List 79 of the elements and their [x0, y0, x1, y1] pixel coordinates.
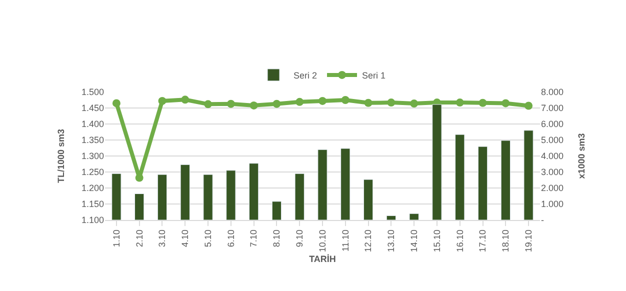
bar	[203, 174, 213, 220]
point	[524, 102, 533, 110]
bar	[386, 215, 396, 220]
x-tick-label: 19.10	[523, 230, 534, 252]
point	[181, 96, 190, 104]
x-tick-label: 7.10	[248, 230, 259, 248]
x-tick-label: 17.10	[478, 230, 488, 252]
x-tick-label: 5.10	[202, 230, 213, 248]
legend-label: Seri 1	[362, 70, 386, 80]
y-tick-label: 1.450	[81, 103, 104, 114]
y-axis-title: TL/1000 sm3	[56, 128, 66, 184]
point	[318, 96, 326, 105]
bar	[478, 146, 488, 220]
y-tick-label: 1.400	[81, 119, 104, 130]
x-tick-label: 6.10	[226, 230, 236, 248]
y2-tick-label: 4.000	[541, 151, 564, 162]
point	[112, 99, 120, 108]
x-tick-label: 9.10	[294, 230, 305, 248]
point	[387, 98, 396, 107]
y2-tick-label: 1.000	[541, 199, 564, 210]
point	[478, 98, 487, 107]
y-tick-label: 1.150	[81, 199, 104, 210]
point	[250, 101, 258, 110]
bar	[500, 140, 510, 220]
y2-tick-label: 3.000	[541, 167, 564, 178]
x-tick-label: 4.10	[180, 230, 190, 248]
point	[456, 98, 464, 107]
point	[296, 98, 304, 106]
x-tick-label: 12.10	[363, 230, 374, 252]
y2-tick-label: -	[541, 215, 544, 226]
bar	[363, 179, 374, 220]
bar	[455, 134, 465, 220]
y2-tick-label: 2.000	[541, 183, 564, 194]
y2-axis-title: x1000 sm3	[576, 133, 586, 179]
x-tick-label: 10.10	[317, 230, 328, 252]
bar	[134, 194, 144, 220]
bar	[157, 174, 168, 220]
y2-tick-label: 8.000	[541, 87, 564, 98]
x-tick-label: 8.10	[272, 230, 282, 248]
point	[272, 100, 281, 108]
x-tick-label: 1.10	[111, 230, 122, 248]
y-tick-label: 1.250	[81, 167, 104, 178]
x-axis-title: TARİH	[309, 254, 336, 264]
bar	[409, 213, 419, 220]
bar	[524, 130, 534, 220]
bar	[294, 173, 304, 220]
point	[226, 100, 235, 108]
bar	[318, 149, 328, 220]
x-tick-label: 16.10	[454, 230, 465, 252]
bar	[248, 163, 259, 220]
y-tick-label: 1.500	[81, 87, 104, 98]
y2-tick-label: 7.000	[541, 103, 564, 114]
x-tick-label: 2.10	[134, 230, 144, 248]
x-tick-label: 13.10	[386, 230, 396, 252]
x-tick-label: 15.10	[432, 230, 442, 252]
point	[135, 174, 144, 182]
x-tick-label: 3.10	[157, 230, 168, 248]
bar	[112, 173, 122, 220]
bar	[180, 164, 190, 220]
point	[341, 96, 350, 104]
bar	[226, 170, 236, 220]
bar	[272, 201, 282, 220]
bar	[340, 148, 350, 220]
bar	[432, 104, 442, 220]
x-tick-label: 14.10	[409, 230, 420, 252]
point	[204, 100, 212, 108]
y-tick-label: 1.100	[81, 215, 104, 226]
y2-tick-label: 5.000	[541, 135, 564, 146]
point	[502, 99, 510, 108]
legend-label: Seri 2	[294, 70, 318, 80]
y-tick-label: 1.300	[81, 151, 104, 162]
x-tick-label: 11.10	[340, 230, 350, 252]
y2-tick-label: 6.000	[541, 119, 564, 130]
y-tick-label: 1.350	[81, 135, 104, 146]
point	[410, 100, 418, 108]
point	[158, 96, 166, 105]
point	[364, 98, 372, 107]
x-tick-label: 18.10	[500, 230, 511, 252]
y-tick-label: 1.200	[81, 183, 104, 194]
